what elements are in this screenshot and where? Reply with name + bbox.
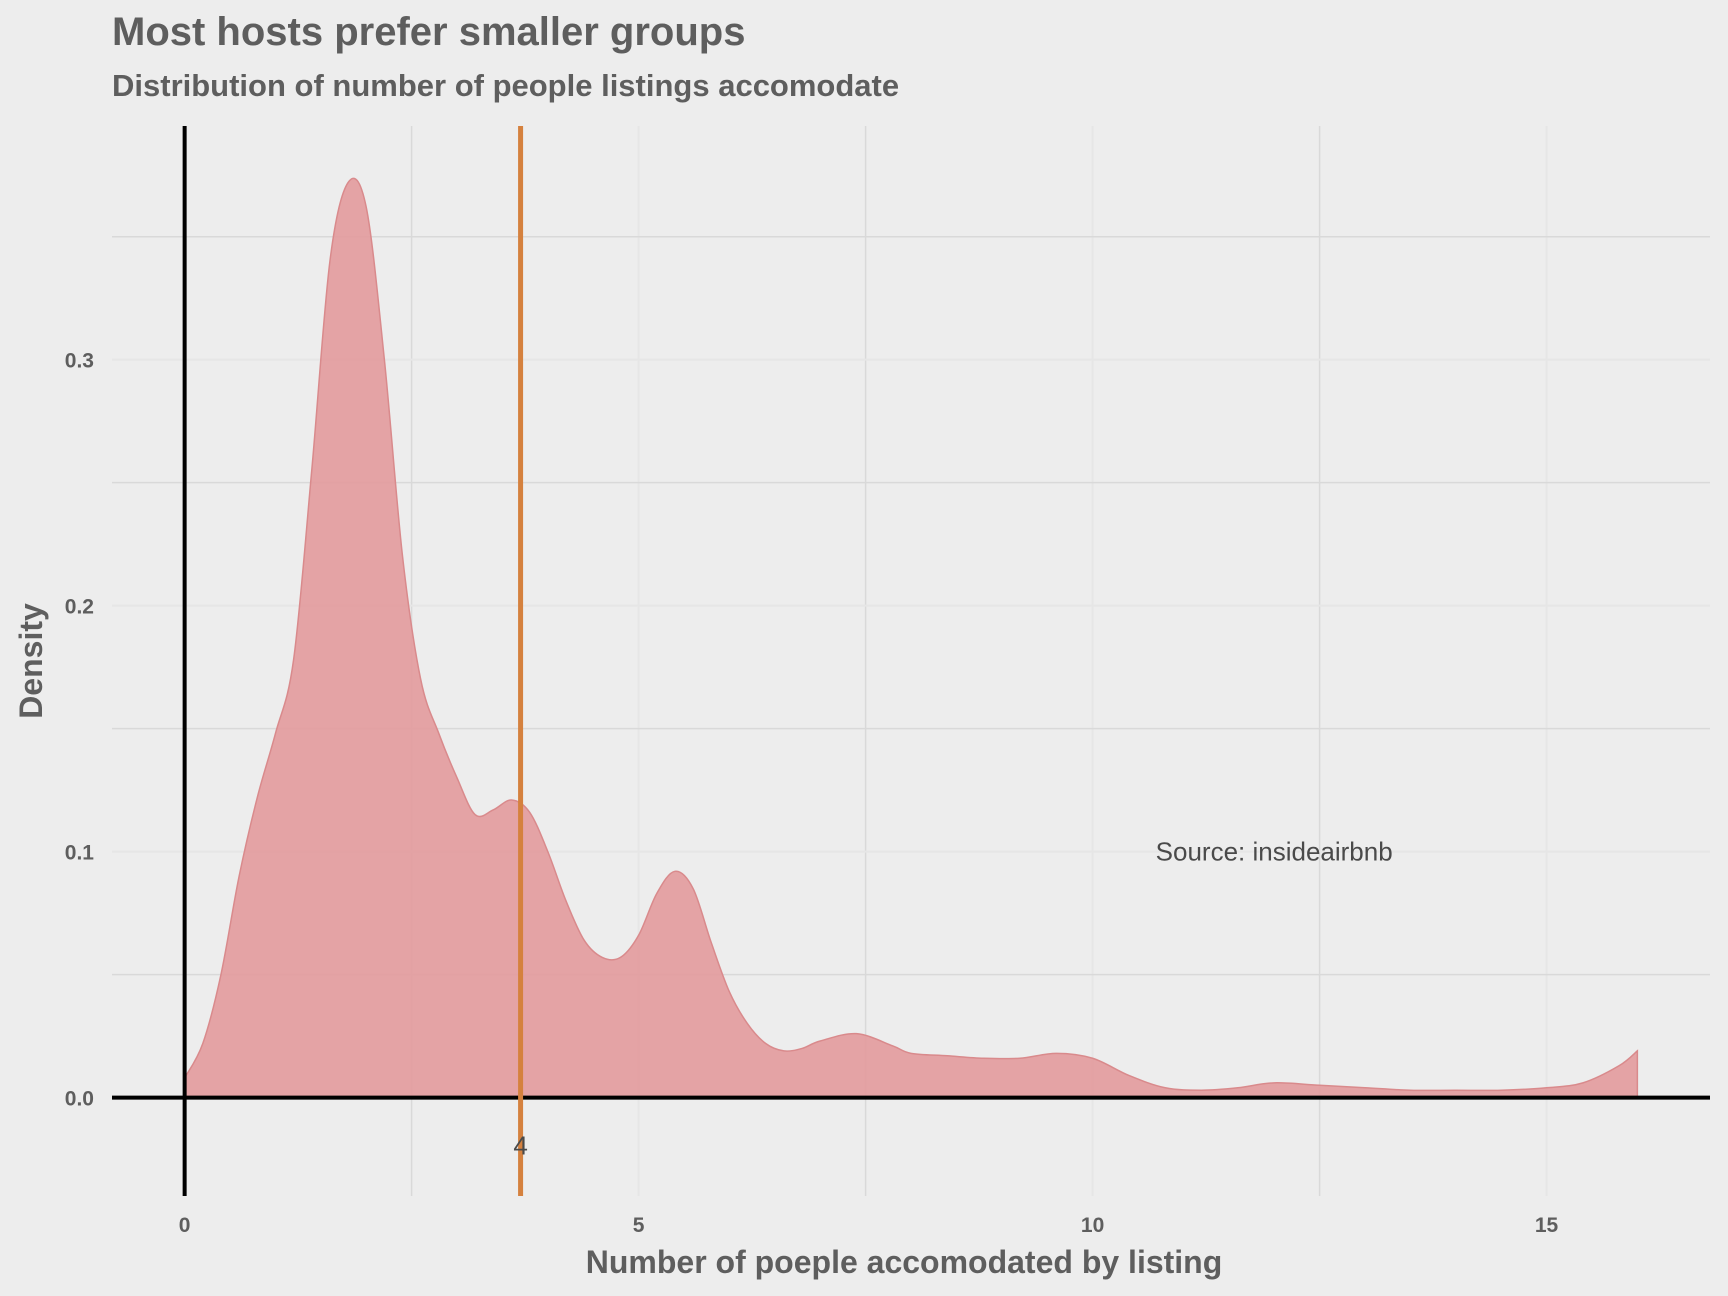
y-tick-labels: 0.0 0.1 0.2 0.3 bbox=[65, 350, 95, 1111]
x-tick-label: 5 bbox=[633, 1214, 645, 1237]
x-tick-label: 0 bbox=[179, 1214, 191, 1237]
reference-line-label: 4 bbox=[513, 1131, 527, 1161]
x-tick-labels: 0 5 10 15 bbox=[179, 1214, 1559, 1237]
y-tick-label: 0.3 bbox=[65, 350, 94, 373]
y-axis-title: Density bbox=[13, 603, 49, 719]
x-tick-label: 10 bbox=[1081, 1214, 1104, 1237]
chart-title: Most hosts prefer smaller groups bbox=[112, 10, 746, 54]
x-axis-title: Number of poeple accomodated by listing bbox=[586, 1244, 1223, 1280]
y-tick-label: 0.0 bbox=[65, 1088, 94, 1111]
y-tick-label: 0.1 bbox=[65, 842, 95, 865]
density-area bbox=[183, 177, 1639, 1099]
x-tick-label: 15 bbox=[1535, 1214, 1559, 1237]
y-tick-label: 0.2 bbox=[65, 596, 94, 619]
source-annotation: Source: insideairbnb bbox=[1156, 837, 1393, 867]
chart-subtitle: Distribution of number of people listing… bbox=[112, 68, 900, 103]
